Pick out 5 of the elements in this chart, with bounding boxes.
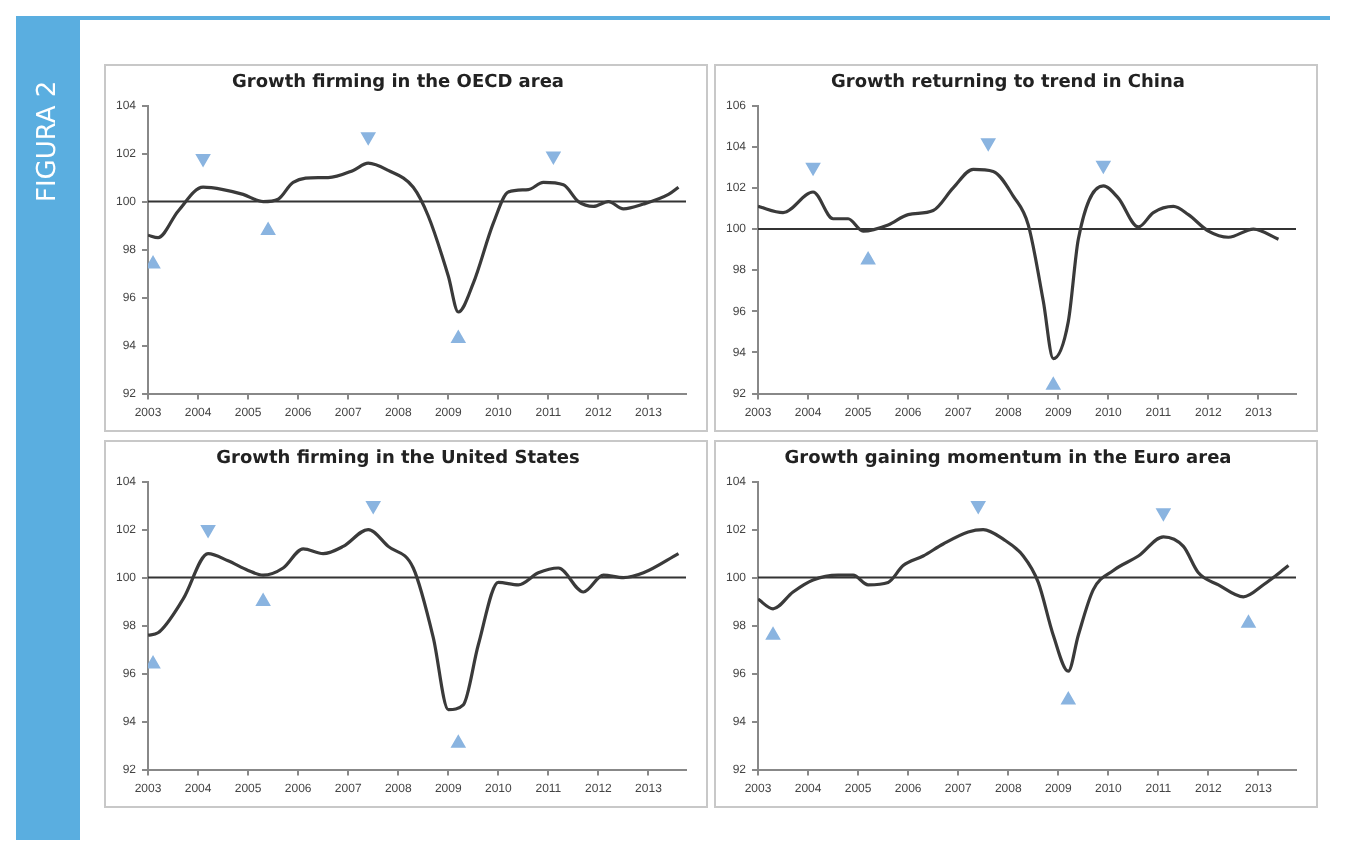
chart-title: Growth gaining momentum in the Euro area xyxy=(784,449,1232,470)
chart-title: Growth firming in the United States xyxy=(216,449,580,470)
text: FIGURA 2 xyxy=(33,81,63,203)
chart-title: Growth returning to trend in China xyxy=(831,73,1185,94)
chart-title: Growth firming in the OECD area xyxy=(232,73,564,94)
